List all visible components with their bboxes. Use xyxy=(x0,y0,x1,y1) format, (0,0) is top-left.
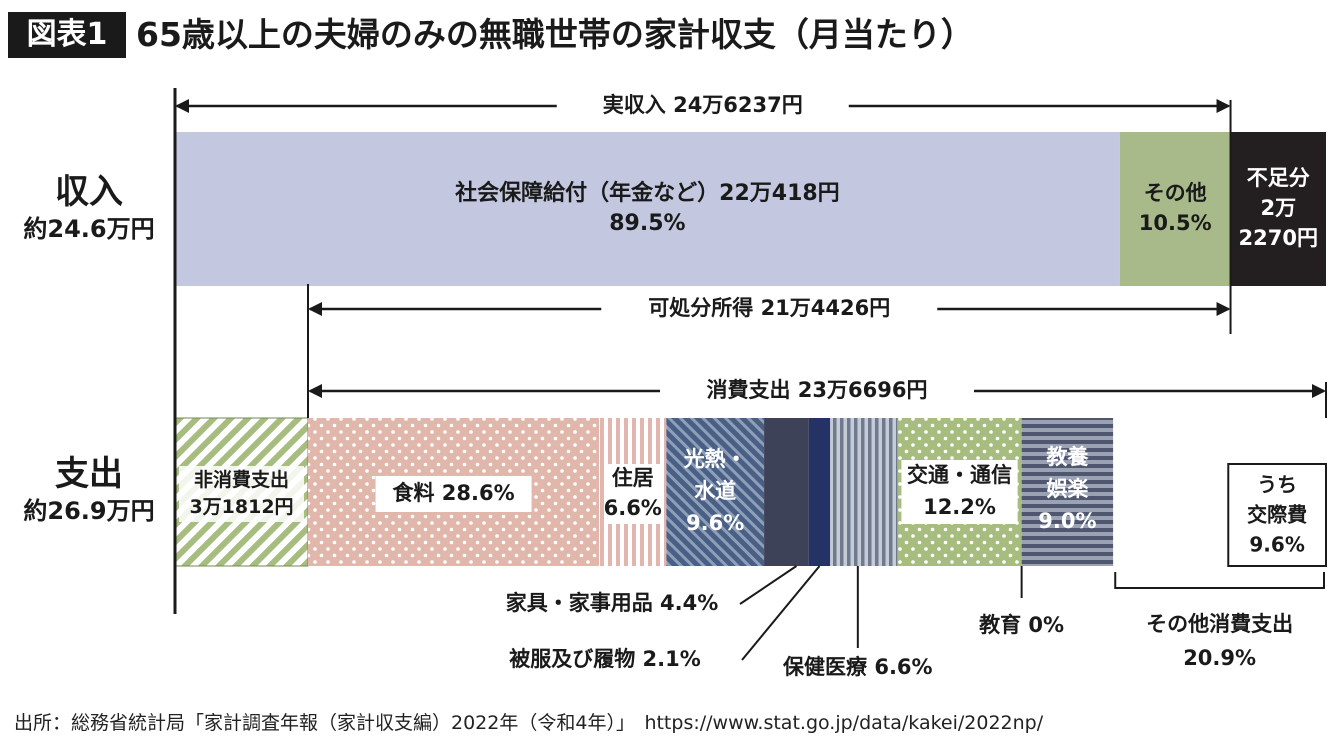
expense-label-housing-line-0: 住居 xyxy=(612,466,654,490)
expense-bar-furniture xyxy=(764,418,809,566)
inset-social-expense-line-0: うち xyxy=(1257,473,1297,497)
callout-otherconsumption-bracket xyxy=(1114,572,1325,589)
expense-label-nonconsumption-line-1: 3万1812円 xyxy=(189,496,293,518)
callout-clothing-leader xyxy=(741,565,821,661)
income-total: 約24.6万円 xyxy=(23,215,155,243)
expense-label-utilities-line-1: 水道 xyxy=(694,479,736,503)
consumption-span-arrowhead-left xyxy=(308,384,322,398)
inset-social-expense-line-2: 9.6% xyxy=(1249,533,1304,557)
income-row-label: 収入 約24.6万円 xyxy=(14,170,164,244)
actual-income-span-arrowhead-left xyxy=(175,99,189,113)
expense-bar-clothing xyxy=(808,418,831,566)
expense-label-utilities-line-0: 光熱・ xyxy=(683,447,747,471)
income-bar-shortfall xyxy=(1230,132,1326,286)
chart-title: 65歳以上の夫婦のみの無職世帯の家計収支（月当たり） xyxy=(136,15,974,54)
expense-bar-utilities xyxy=(666,418,765,566)
inset-social-expense-line-1: 交際費 xyxy=(1247,503,1307,527)
expense-label-food-line-0: 食料 28.6% xyxy=(392,481,514,505)
callout-medical: 保健医療 6.6% xyxy=(782,655,933,679)
expense-label-bg-food xyxy=(375,476,532,512)
callout-furniture: 家具・家事用品 4.4% xyxy=(506,591,719,615)
callout-otherconsumption-line-0: その他消費支出 xyxy=(1146,612,1293,636)
expense-label-culture-line-2: 9.0% xyxy=(1038,509,1096,533)
income-label-social-line-0: 社会保障給付（年金など）22万418円 xyxy=(455,180,840,206)
income-label-other-line-0: その他 xyxy=(1144,181,1207,205)
expense-label-bg-housing xyxy=(605,464,661,524)
disposable-income-span-arrowhead-right xyxy=(1216,302,1231,316)
callout-clothing: 被服及び履物 2.1% xyxy=(509,647,701,671)
disposable-income-span-label: 可処分所得 21万4426円 xyxy=(648,296,890,320)
income-label-social-line-1: 89.5% xyxy=(609,211,685,236)
expense-label-housing-line-1: 6.6% xyxy=(604,496,662,520)
expense-label-culture-line-0: 教養 xyxy=(1046,445,1089,469)
expense-label-utilities-line-2: 9.6% xyxy=(686,511,744,535)
callout-furniture-leader xyxy=(739,565,798,605)
income-label: 収入 xyxy=(55,172,123,212)
consumption-span-arrowhead-right xyxy=(1312,384,1326,398)
income-label-shortfall-line-0: 不足分 xyxy=(1247,166,1310,190)
income-label-shortfall-line-1: 2万 xyxy=(1260,196,1296,220)
inset-social-expense-box xyxy=(1227,463,1327,567)
income-bar-social xyxy=(175,132,1120,286)
callout-education: 教育 0% xyxy=(979,613,1064,637)
expense-label-bg-transport xyxy=(901,460,1018,524)
figure-badge: 図表1 xyxy=(8,12,126,58)
expense-label-nonconsumption-line-0: 非消費支出 xyxy=(194,468,289,491)
callout-otherconsumption-line-1: 20.9% xyxy=(1183,646,1256,670)
income-label-other-line-1: 10.5% xyxy=(1139,211,1212,235)
actual-income-span-arrowhead-right xyxy=(1216,99,1231,113)
consumption-span-label: 消費支出 23万6696円 xyxy=(707,378,928,402)
expense-label-culture-line-1: 娯楽 xyxy=(1046,477,1089,501)
expense-label-bg-nonconsumption xyxy=(179,466,304,522)
expense-total: 約26.9万円 xyxy=(23,497,155,525)
expense-row-label: 支出 約26.9万円 xyxy=(14,452,164,526)
source-note: 出所：総務省統計局「家計調査年報（家計収支編）2022年（令和4年）」 http… xyxy=(14,712,1044,734)
expense-bar-medical xyxy=(830,418,898,566)
income-bar-other xyxy=(1119,132,1231,286)
expense-label: 支出 xyxy=(55,454,123,494)
actual-income-span-label: 実収入 24万6237円 xyxy=(603,93,803,117)
income-label-shortfall-line-2: 2270円 xyxy=(1239,226,1318,250)
expense-label-transport-line-0: 交通・通信 xyxy=(907,463,1012,487)
expense-bar-culture xyxy=(1021,418,1114,566)
expense-label-transport-line-1: 12.2% xyxy=(923,495,996,519)
disposable-income-span-arrowhead-left xyxy=(308,302,322,316)
